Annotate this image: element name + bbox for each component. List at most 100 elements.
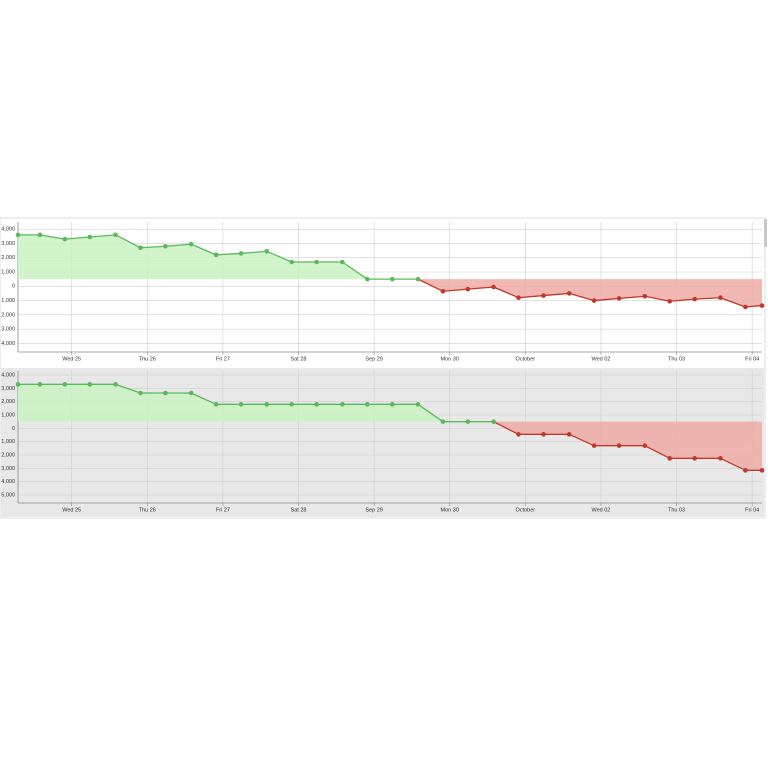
line-segment [89, 234, 116, 238]
point [113, 382, 118, 387]
line-segment [644, 445, 671, 459]
point [340, 259, 345, 265]
x-tick-label: Thu 03 [668, 507, 685, 513]
line-segment [568, 433, 595, 447]
point [289, 259, 295, 265]
point [541, 293, 546, 298]
point [62, 236, 68, 242]
point [642, 443, 648, 448]
point [163, 390, 168, 396]
line-segment [518, 294, 544, 299]
point [566, 432, 572, 437]
y-tick-label: 4,000 [1, 341, 15, 347]
x-tick-label: Fri 27 [216, 507, 230, 513]
y-tick-label: 1,000 [1, 439, 15, 445]
point [37, 382, 43, 387]
point [667, 456, 673, 461]
line-segment [442, 288, 468, 292]
point [759, 468, 765, 473]
line-segment [190, 243, 217, 256]
line-segment [115, 383, 141, 394]
x-tick-label: Sat 28 [291, 507, 307, 513]
line-segment [619, 295, 645, 300]
point [692, 456, 698, 461]
point [62, 382, 68, 387]
point [238, 251, 244, 256]
point [87, 382, 93, 387]
point [667, 298, 673, 304]
x-tick-label: October [516, 507, 536, 513]
point [340, 402, 345, 407]
point [616, 296, 622, 301]
point [440, 419, 446, 424]
point [759, 303, 765, 308]
y-tick-label: 3,000 [1, 241, 15, 247]
point [37, 232, 43, 238]
point [440, 288, 446, 294]
point [264, 248, 270, 254]
negative-area [417, 279, 762, 307]
y-tick-label: 2,000 [1, 452, 15, 458]
x-tick-label: Wed 02 [592, 507, 611, 513]
y-tick-label: 2,000 [1, 399, 15, 405]
point [415, 276, 421, 282]
x-tick-label: Mon 30 [441, 507, 459, 513]
x-tick-label: Thu 26 [139, 356, 156, 362]
point [465, 286, 471, 292]
line-segment [493, 286, 519, 299]
line-segment [720, 297, 746, 308]
x-tick-label: Fri 04 [745, 356, 759, 362]
point [15, 232, 21, 238]
x-tick-label: Thu 03 [668, 356, 685, 362]
point [491, 284, 496, 290]
line-segment [745, 304, 763, 308]
y-tick-label: 4,000 [1, 227, 15, 233]
point [616, 443, 622, 448]
x-tick-label: Mon 30 [441, 356, 459, 362]
x-tick-label: Sep 29 [365, 507, 382, 513]
point [389, 276, 395, 282]
x-tick-label: Wed 25 [62, 507, 81, 513]
x-tick-label: Sat 28 [291, 356, 307, 362]
line-segment [240, 250, 267, 255]
line-segment [694, 297, 721, 300]
x-tick-label: October [516, 356, 536, 362]
point [718, 295, 723, 301]
y-tick-label: 4,000 [1, 372, 15, 378]
point [465, 419, 471, 424]
point [365, 402, 370, 407]
x-tick-label: Fri 27 [216, 356, 230, 362]
line-segment [115, 234, 141, 249]
y-tick-label: 3,000 [1, 386, 15, 392]
point [138, 245, 143, 251]
point [491, 419, 496, 424]
point [314, 402, 319, 407]
line-segment [417, 278, 444, 292]
point [238, 402, 244, 407]
point [415, 402, 421, 407]
point [692, 296, 698, 302]
point [541, 432, 546, 437]
y-tick-label: 2,000 [1, 255, 15, 261]
point [213, 402, 219, 407]
point [566, 291, 572, 296]
line-segment [720, 457, 746, 471]
scrollbar [764, 219, 767, 247]
positive-area [18, 234, 418, 280]
line-segment [165, 243, 192, 247]
point [718, 456, 723, 461]
point [591, 443, 597, 448]
point [314, 259, 319, 265]
y-tick-label: 0 [12, 284, 15, 290]
x-tick-label: Wed 25 [62, 356, 81, 362]
point [389, 402, 395, 407]
y-tick-label: 1,000 [1, 298, 15, 304]
y-tick-label: 2,000 [1, 312, 15, 318]
y-tick-label: 3,000 [1, 466, 15, 472]
point [289, 402, 295, 407]
x-tick-label: Thu 26 [139, 507, 156, 513]
y-tick-label: 1,000 [1, 269, 15, 275]
line-segment [39, 234, 65, 240]
